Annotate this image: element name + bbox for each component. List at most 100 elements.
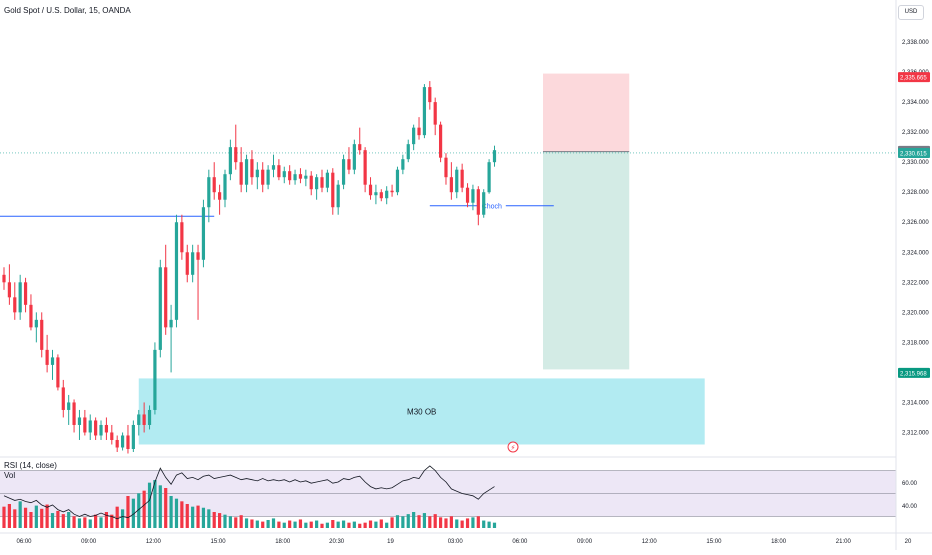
candle-body [482,192,486,215]
currency-badge[interactable]: USD [898,5,924,20]
candle-body [438,124,443,158]
candle-body [385,190,389,199]
candle-body [374,192,378,196]
volume-bar [266,520,270,528]
price-tick-label: 2,334.000 [902,100,929,106]
volume-bar [261,521,265,528]
rsi-tick-label: 60.00 [902,481,918,487]
rsi-legend: RSI (14, close) Vol [4,461,57,481]
price-tick-label: 2,320.000 [902,310,929,316]
rsi-tick-label: 40.00 [902,504,918,510]
candle-body [331,172,335,208]
volume-bar [18,501,22,528]
price-label-badge [898,147,930,158]
candle-body [56,357,60,388]
volume-bar [487,521,491,528]
candle-body [34,319,38,328]
volume-bar [61,514,65,528]
candle-body [444,157,448,178]
candle-body [390,190,394,193]
candle-body [180,222,184,253]
volume-bar [401,516,405,528]
volume-bar [88,519,92,528]
price-tick-label: 2,312.000 [902,430,929,436]
candle-body [207,177,211,208]
volume-bar [385,522,389,528]
candle-body [261,169,265,185]
time-tick-label: 18:00 [771,539,787,545]
candle-body [115,439,119,448]
volume-bar [288,520,292,528]
volume-bar [218,513,222,528]
candle-body [471,189,475,203]
price-tick-label: 2,330.000 [902,160,929,166]
rsi-line [3,465,495,520]
volume-bar [250,519,254,528]
price-tick-label: 2,326.000 [902,220,929,226]
candle-body [244,159,249,185]
volume-bar [282,522,286,528]
volume-bar [120,509,125,528]
volume-bar [180,501,184,528]
volume-bar [23,507,28,528]
candles-layer [2,81,497,454]
candle-body [45,349,49,365]
volume-bar [137,493,141,528]
volume-bar [126,496,130,528]
time-axis[interactable]: 06:00 09:00 12:00 15:00 18:00 20:30 19 03:00 06:… [0,532,932,545]
candle-body [212,177,216,193]
candle-body [401,159,405,170]
candle-body [131,424,135,449]
candle-body [298,174,303,179]
choch-label: Choch [482,204,502,211]
candle-body [309,175,313,190]
rsi-title: RSI (14, close) [4,461,57,470]
volume-bar [7,504,11,528]
vol-title: Vol [4,471,16,480]
candle-body [185,252,189,275]
volume-bar [444,518,448,528]
candle-body [77,417,82,425]
volume-bar [164,488,168,528]
volume-bar [83,517,87,528]
volume-bar [212,512,216,528]
volume-bar [304,522,308,528]
volume-bar [460,520,464,528]
candle-body [104,424,109,433]
volume-bar [433,514,437,528]
candle-body [67,402,71,410]
candle-body [40,319,44,350]
volume-bar [255,520,259,528]
volume-bar [428,516,432,528]
price-tick-label: 2,328.000 [902,190,929,196]
candle-body [250,159,254,178]
candle-body [288,171,292,181]
volume-bar [34,505,38,528]
candle-body [460,169,464,188]
price-tick-label: 2,318.000 [902,340,929,346]
time-tick-label: 20:30 [329,539,345,545]
price-tick-label: 2,338.000 [902,40,929,46]
candle-body [234,147,238,163]
volume-bar [67,512,71,528]
candle-body [13,297,17,313]
volume-bar [104,512,109,528]
candle-body [352,144,356,170]
time-tick-label: 06:00 [512,539,528,545]
volume-bar [298,519,303,528]
candle-body [164,267,168,328]
candle-body [88,420,92,433]
volume-bar [476,516,480,528]
volume-bar [471,517,475,528]
target-zone [543,151,630,370]
volume-bar [115,506,119,528]
volume-bar [363,522,367,528]
volume-bar [455,519,459,528]
price-label-text: 2,330.615 [900,151,927,157]
volume-bar [244,518,249,528]
volume-bar [406,514,410,528]
candle-body [7,282,11,298]
price-axis[interactable]: 2,338.0002,336.0002,334.0002,332.0002,33… [895,0,930,550]
